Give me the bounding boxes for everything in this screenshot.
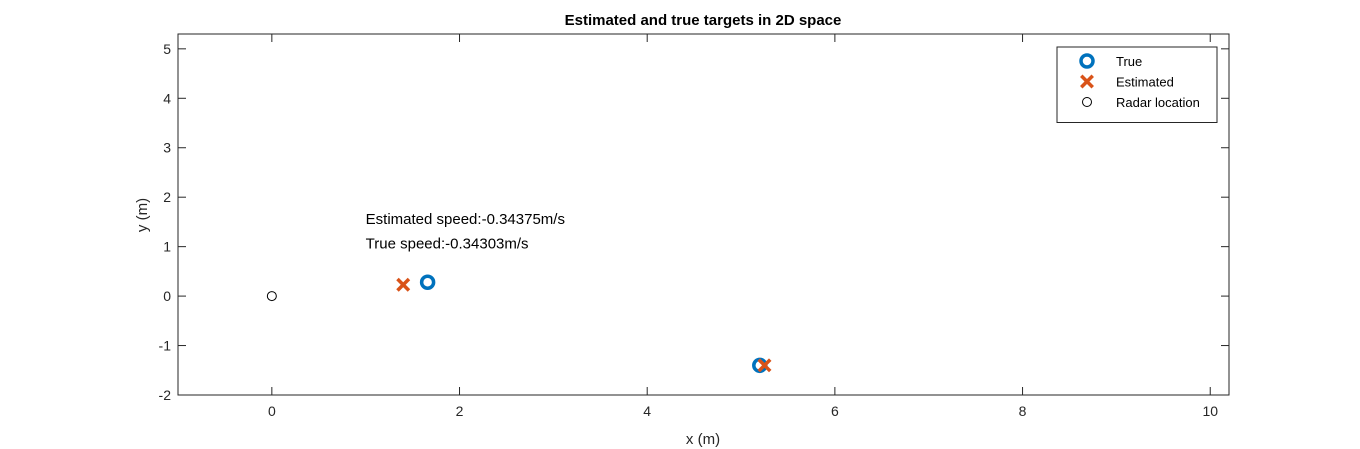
x-stroke: [757, 358, 772, 373]
speed-annotation: Estimated speed:-0.34375m/s: [366, 211, 565, 228]
speed-annotation: True speed:-0.34303m/s: [366, 236, 529, 253]
x-axis-label: x (m): [686, 431, 720, 448]
y-tick-label: 1: [163, 239, 171, 255]
y-tick-label: 0: [163, 288, 171, 304]
legend-marker-true: [1079, 53, 1095, 69]
legend-label-estimated: Estimated: [1116, 75, 1174, 90]
x-stroke: [1080, 74, 1094, 89]
legend-label-true: True: [1116, 54, 1142, 69]
chart-title: Estimated and true targets in 2D space: [565, 12, 842, 29]
y-tick-label: -2: [159, 387, 172, 403]
x-tick-label: 8: [1019, 403, 1027, 419]
axis-ticks: 0 2 4 6 8 10 -2 -1 0 1 2 3 4 5: [159, 34, 1229, 419]
legend-marker-radar-location: [1082, 97, 1092, 107]
y-tick-label: 4: [163, 90, 171, 106]
y-tick-label: 2: [163, 189, 171, 205]
legend-marker-estimated: [1080, 74, 1094, 89]
y-tick-label: 3: [163, 140, 171, 156]
y-tick-label: -1: [159, 338, 172, 354]
radar-location-point: [266, 291, 277, 302]
x-tick-label: 4: [643, 403, 651, 419]
legend-label-radar-location: Radar location: [1116, 95, 1200, 110]
x-tick-label: 6: [831, 403, 839, 419]
x-tick-label: 10: [1202, 403, 1218, 419]
true-point: [419, 274, 436, 290]
data-marks: [266, 274, 772, 374]
estimated-point: [757, 358, 772, 373]
y-tick-label: 5: [163, 41, 171, 57]
annotations: Estimated speed:-0.34375m/s True speed:-0…: [366, 211, 565, 253]
x-tick-label: 2: [456, 403, 464, 419]
plot-area: [177, 33, 1230, 396]
x-stroke: [396, 277, 411, 292]
y-axis-label: y (m): [134, 198, 151, 232]
estimated-point: [396, 277, 411, 292]
legend: True Estimated Radar location: [1056, 46, 1218, 123]
x-tick-label: 0: [268, 403, 276, 419]
